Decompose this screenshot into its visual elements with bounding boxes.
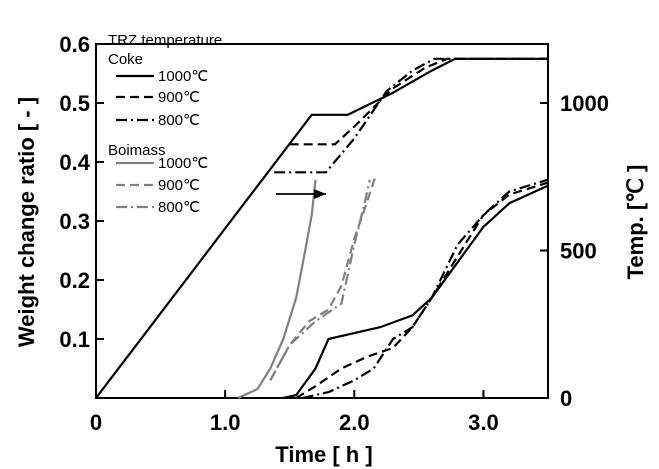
series-line-temperature-solid (95, 57, 548, 399)
series-line-coke-dashdot (302, 178, 549, 400)
series-line-biomass-solid (237, 179, 317, 399)
series-line-temperature-dashdot (274, 57, 548, 174)
x-tick-label: 3.0 (468, 410, 499, 435)
y-tick-label: 0.4 (59, 150, 90, 175)
series-layer (95, 57, 549, 400)
y-tick-label: 0.5 (59, 91, 90, 116)
y-tick-label: 0.2 (59, 268, 90, 293)
legend: TRZ temperature Coke Boimass 1000℃ 900℃ … (108, 32, 222, 216)
legend-group-biomass: Boimass (108, 142, 166, 159)
series-line-biomass-dash (269, 173, 378, 381)
legend-title: TRZ temperature (108, 32, 222, 49)
x-tick-label: 1.0 (210, 410, 241, 435)
y-tick-label: 0.1 (59, 327, 90, 352)
y-tick-label: 0.3 (59, 209, 90, 234)
legend-label-coke-1000: 1000℃ (158, 68, 208, 85)
series-line-coke-dash (295, 181, 549, 399)
y2-tick-label: 500 (560, 239, 597, 264)
series-line-biomass-dashdot (269, 179, 371, 381)
series-line-coke-solid (283, 184, 549, 400)
x-tick-label: 2.0 (339, 410, 370, 435)
x-tick-label: 0 (90, 410, 102, 435)
series-line-temperature-dash (289, 57, 548, 146)
x-axis-title: Time [ h ] (275, 442, 372, 467)
ticks: 0 1.0 2.0 3.0 0.1 0.2 0.3 0.4 0.5 0.6 0 500 1000 (59, 32, 609, 435)
legend-label-coke-900: 900℃ (158, 89, 200, 106)
legend-label-biomass-900: 900℃ (158, 177, 200, 194)
y-axis-title: Weight change ratio [ - ] (14, 97, 39, 347)
legend-label-biomass-1000: 1000℃ (158, 155, 208, 172)
legend-label-biomass-800: 800℃ (158, 199, 200, 216)
annotation-arrow-head (314, 189, 326, 199)
y2-tick-label: 0 (560, 386, 572, 411)
y2-tick-label: 1000 (560, 91, 609, 116)
legend-label-coke-800: 800℃ (158, 112, 200, 129)
legend-group-coke: Coke (108, 51, 143, 68)
y2-axis-title: Temp. [℃ ] (623, 165, 648, 280)
y-tick-label: 0.6 (59, 32, 90, 57)
